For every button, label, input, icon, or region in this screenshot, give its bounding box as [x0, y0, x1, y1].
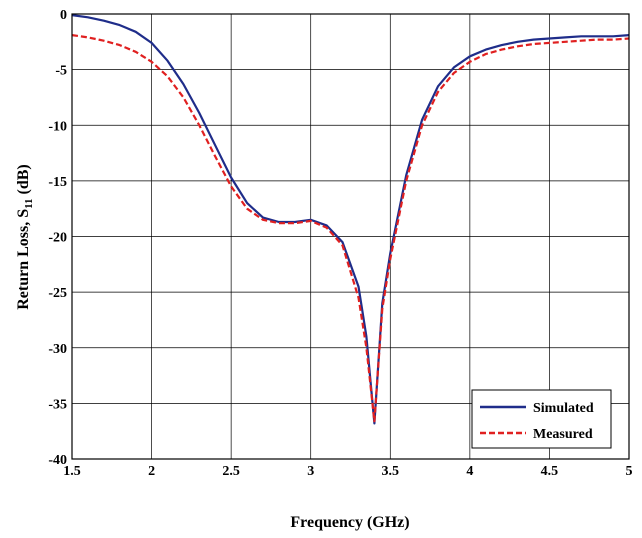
y-tick-label: -30 [48, 342, 67, 357]
series-line-simulated [71, 14, 630, 425]
x-tick-label: 2 [148, 464, 155, 479]
x-tick-label: 2.5 [222, 464, 240, 479]
series-layer [71, 14, 630, 425]
y-tick-label: -15 [48, 175, 67, 190]
tick-labels: 1.5 2 2.5 3 3.5 4 4.5 5 0 -5 -10 -15 -20 -25 -30 -35 -40 [48, 8, 632, 479]
y-tick-label: 0 [60, 8, 67, 23]
y-tick-label: -10 [48, 119, 67, 134]
x-axis-label: Frequency (GHz) [290, 514, 409, 531]
x-tick-label: 3 [307, 464, 314, 479]
y-tick-label: -40 [48, 453, 67, 468]
x-tick-label: 4 [466, 464, 473, 479]
x-tick-label: 3.5 [382, 464, 400, 479]
y-axis-label-unit: (dB) [15, 164, 32, 198]
y-axis-label-main: Return Loss, S [15, 209, 32, 310]
x-tick-label: 4.5 [541, 464, 559, 479]
y-tick-label: -20 [48, 231, 67, 246]
legend: Simulated Measured [471, 389, 612, 449]
y-tick-label: -35 [48, 397, 67, 412]
legend-box [471, 389, 612, 449]
y-axis-label: Return Loss, S11 (dB) [15, 164, 35, 310]
legend-measured-label: Measured [533, 427, 593, 442]
x-tick-label: 5 [626, 464, 633, 479]
legend-simulated-label: Simulated [533, 401, 594, 416]
y-tick-label: -25 [48, 286, 67, 301]
y-axis-label-subscript: 11 [23, 198, 35, 208]
y-tick-label: -5 [55, 64, 67, 79]
series-line-measured [71, 34, 630, 423]
plot-frame [71, 13, 630, 460]
x-tick-label: 1.5 [63, 464, 81, 479]
